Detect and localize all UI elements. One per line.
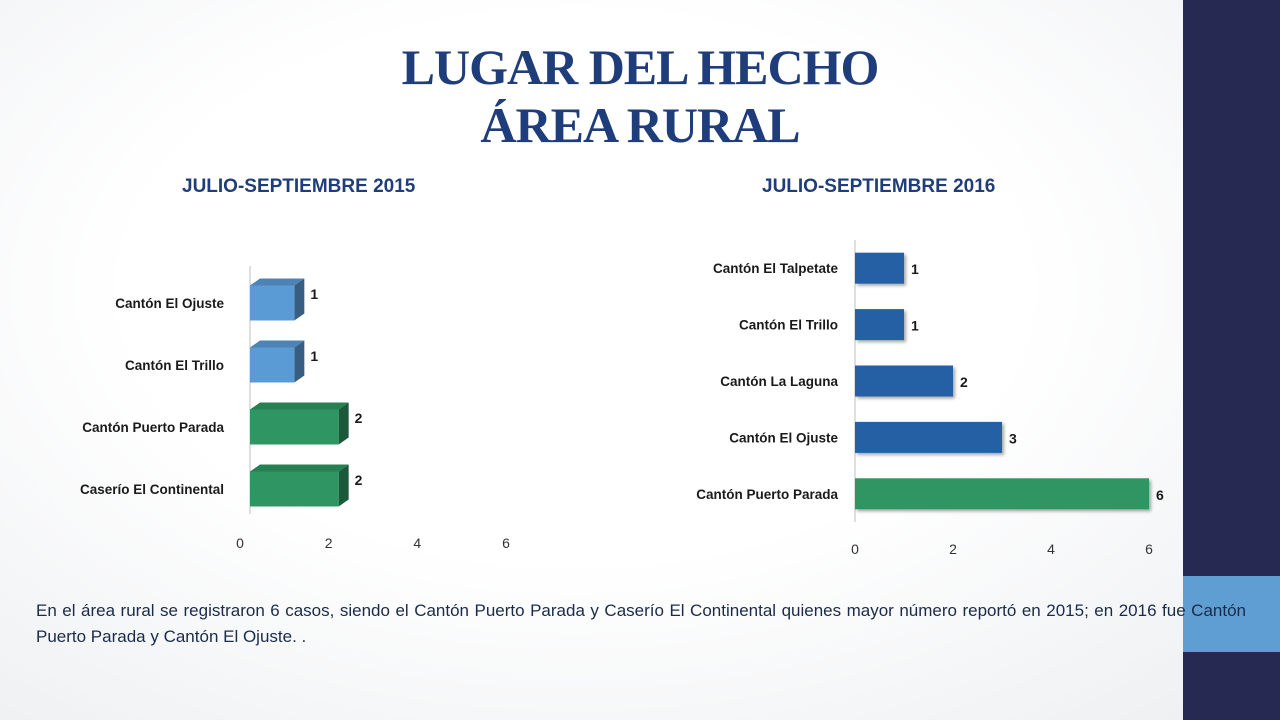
x-tick-label-4: 4 [1047, 541, 1055, 557]
data-label-canton-el-trillo: 1 [911, 318, 919, 334]
category-label-caserio-el-continental: Caserío El Continental [80, 482, 224, 497]
category-label-canton-el-talpetate: Cantón El Talpetate [713, 261, 839, 276]
bar-top-canton-puerto-parada [250, 402, 349, 410]
bar-side-caserio-el-continental [338, 464, 349, 507]
bar-side-canton-el-ojuste [294, 278, 305, 321]
bar-canton-el-trillo [250, 347, 295, 383]
category-label-canton-puerto-parada: Cantón Puerto Parada [696, 487, 838, 502]
bar-canton-puerto-parada [250, 409, 339, 445]
data-label-canton-el-talpetate: 1 [911, 261, 919, 277]
bar-canton-el-trillo [855, 309, 904, 341]
slide-title: LUGAR DEL HECHO ÁREA RURAL [0, 38, 1280, 154]
data-label-caserio-el-continental: 2 [355, 472, 363, 488]
data-label-canton-puerto-parada: 6 [1156, 487, 1164, 503]
bar-canton-el-ojuste [855, 421, 1002, 453]
title-line-1: LUGAR DEL HECHO [401, 39, 880, 95]
data-label-canton-la-laguna: 2 [960, 374, 968, 390]
summary-caption: En el área rural se registraron 6 casos,… [36, 601, 1246, 646]
bar-top-caserio-el-continental [250, 464, 349, 472]
x-tick-label-2: 2 [325, 535, 333, 551]
bar-canton-el-ojuste [250, 285, 295, 321]
title-line-2: ÁREA RURAL [480, 97, 800, 153]
category-label-canton-el-ojuste: Cantón El Ojuste [729, 430, 838, 445]
bar-canton-puerto-parada [855, 478, 1149, 510]
category-label-canton-el-trillo: Cantón El Trillo [739, 318, 838, 333]
x-tick-label-6: 6 [1145, 541, 1153, 557]
chart-title-2015: JULIO-SEPTIEMBRE 2015 [182, 176, 416, 197]
chart-title-2016: JULIO-SEPTIEMBRE 2016 [762, 176, 996, 197]
data-label-canton-el-trillo: 1 [310, 348, 318, 364]
bar-side-canton-puerto-parada [338, 402, 349, 445]
x-tick-label-0: 0 [236, 535, 244, 551]
x-tick-label-2: 2 [949, 541, 957, 557]
x-tick-label-4: 4 [413, 535, 421, 551]
x-tick-label-0: 0 [851, 541, 859, 557]
category-label-canton-puerto-parada: Cantón Puerto Parada [82, 420, 224, 435]
data-label-canton-el-ojuste: 3 [1009, 430, 1017, 446]
bar-top-canton-el-trillo [250, 340, 305, 348]
bar-canton-el-talpetate [855, 252, 904, 284]
x-tick-label-6: 6 [502, 535, 510, 551]
data-label-canton-puerto-parada: 2 [355, 410, 363, 426]
bar-side-canton-el-trillo [294, 340, 305, 383]
bar-caserio-el-continental [250, 471, 339, 507]
bar-canton-la-laguna [855, 365, 953, 397]
sidebar-accent [1183, 576, 1280, 652]
category-label-canton-el-trillo: Cantón El Trillo [125, 358, 224, 373]
category-label-canton-el-ojuste: Cantón El Ojuste [115, 296, 224, 311]
category-label-canton-la-laguna: Cantón La Laguna [720, 374, 838, 389]
data-label-canton-el-ojuste: 1 [310, 286, 318, 302]
bar-top-canton-el-ojuste [250, 278, 305, 286]
